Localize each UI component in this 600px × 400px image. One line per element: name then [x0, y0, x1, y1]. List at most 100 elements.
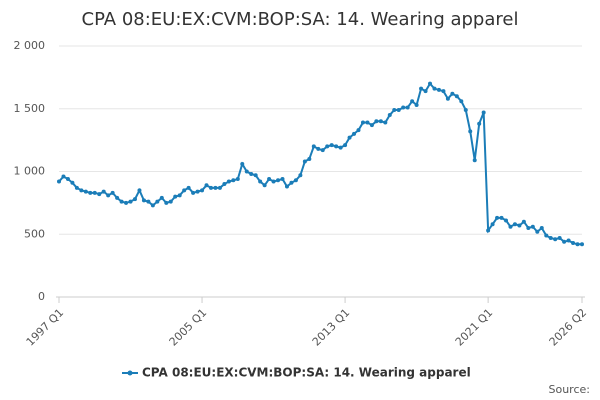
point [343, 143, 348, 148]
point [517, 223, 522, 228]
point [124, 200, 129, 205]
point [459, 99, 464, 104]
point [441, 89, 446, 94]
point [580, 242, 584, 247]
point [226, 179, 231, 184]
point [222, 182, 227, 187]
point [258, 179, 263, 184]
point [186, 185, 191, 190]
point [486, 228, 491, 233]
point [396, 108, 401, 113]
point [320, 148, 325, 153]
y-tick-label: 2 000 [14, 39, 46, 52]
point [284, 184, 289, 189]
point [499, 215, 504, 220]
point [557, 236, 562, 241]
point [539, 225, 544, 230]
point [401, 105, 406, 110]
chart-title: CPA 08:EU:EX:CVM:BOP:SA: 14. Wearing app… [82, 9, 519, 30]
point [79, 188, 84, 193]
point [544, 233, 549, 238]
point [289, 180, 294, 185]
point [173, 194, 178, 199]
point [119, 199, 124, 204]
point [329, 143, 334, 148]
point [267, 177, 272, 182]
point [200, 188, 205, 193]
y-tick-label: 500 [24, 227, 45, 240]
point [436, 87, 441, 92]
point [383, 120, 388, 125]
point [235, 177, 240, 182]
point [374, 119, 379, 124]
point [356, 128, 361, 133]
point [445, 96, 450, 101]
point [217, 185, 222, 190]
point [575, 242, 580, 247]
point [65, 177, 70, 182]
point [249, 172, 254, 177]
point [177, 193, 182, 198]
point [468, 129, 473, 134]
point [365, 120, 370, 125]
point [562, 239, 567, 244]
point [428, 81, 433, 86]
point [352, 131, 357, 136]
point [110, 190, 115, 195]
point [191, 190, 196, 195]
point [307, 156, 312, 161]
point [410, 99, 415, 104]
point [526, 225, 531, 230]
point [195, 189, 200, 194]
point [490, 222, 495, 227]
point [262, 183, 267, 188]
point [387, 113, 392, 118]
point [423, 89, 428, 94]
point [244, 169, 249, 174]
point [334, 144, 339, 149]
point [454, 94, 459, 99]
point [240, 161, 245, 166]
point [298, 173, 303, 178]
point [115, 195, 120, 200]
y-tick-label: 1 500 [14, 102, 46, 115]
point [61, 174, 66, 179]
x-tick-label: 2021 Q1 [453, 306, 496, 349]
point [253, 173, 258, 178]
point [293, 178, 298, 183]
x-tick-label: 2026 Q2 [547, 306, 590, 349]
legend-label: CPA 08:EU:EX:CVM:BOP:SA: 14. Wearing app… [142, 366, 471, 380]
point [137, 188, 142, 193]
point [106, 193, 111, 198]
point [213, 185, 218, 190]
source: Source: [549, 383, 591, 396]
point [414, 102, 419, 107]
x-tick-label: 2005 Q1 [167, 306, 210, 349]
point [70, 180, 75, 185]
point [159, 195, 164, 200]
point [208, 185, 213, 190]
point [369, 123, 374, 128]
point [276, 178, 281, 183]
point [495, 215, 500, 220]
point [57, 179, 61, 184]
point [481, 110, 486, 115]
point [302, 159, 307, 164]
point [88, 190, 93, 195]
point [204, 183, 209, 188]
point [463, 108, 468, 113]
point [419, 86, 424, 91]
point [128, 199, 133, 204]
legend-marker [127, 370, 133, 376]
point [101, 189, 106, 194]
point [280, 177, 285, 182]
point [182, 188, 187, 193]
point [405, 105, 410, 110]
point [450, 91, 455, 96]
point [571, 241, 576, 246]
point [535, 229, 540, 234]
point [504, 218, 509, 223]
point [378, 119, 383, 124]
point [164, 200, 169, 205]
point [97, 192, 102, 197]
